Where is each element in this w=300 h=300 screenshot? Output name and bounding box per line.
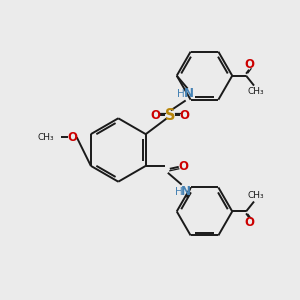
Text: O: O	[150, 109, 160, 122]
Text: N: N	[181, 185, 191, 198]
Text: O: O	[68, 130, 78, 144]
Text: N: N	[184, 87, 194, 100]
Text: H: H	[177, 88, 184, 98]
Text: CH₃: CH₃	[248, 87, 264, 96]
Text: O: O	[244, 58, 254, 71]
Text: O: O	[244, 216, 254, 229]
Text: O: O	[180, 109, 190, 122]
Text: CH₃: CH₃	[37, 133, 54, 142]
Text: S: S	[165, 108, 175, 123]
Text: CH₃: CH₃	[248, 191, 264, 200]
Text: O: O	[179, 160, 189, 173]
Text: H: H	[175, 187, 183, 196]
